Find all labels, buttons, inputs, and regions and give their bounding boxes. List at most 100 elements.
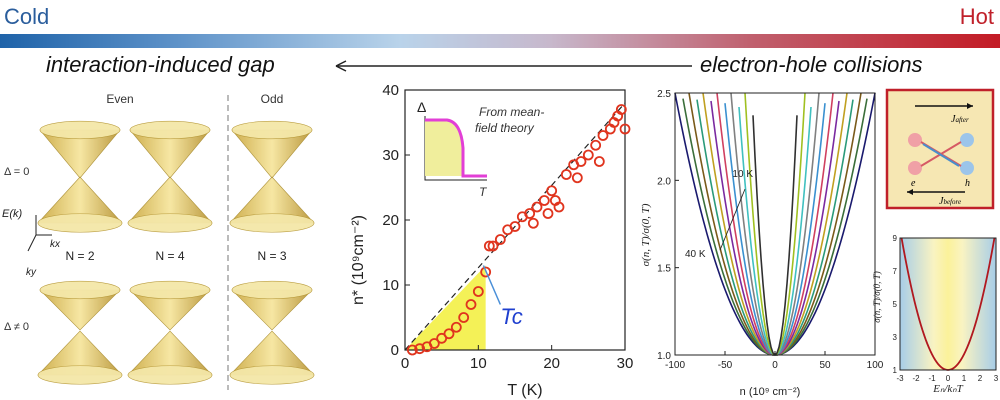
data-point: [443, 328, 455, 340]
electron-label: e: [911, 178, 916, 189]
delta-nonzero-label: Δ ≠ 0: [4, 321, 29, 333]
right-caption: electron-hole collisions: [700, 52, 923, 77]
data-point: [575, 156, 587, 167]
svg-text:kx: kx: [50, 239, 61, 250]
conductivity-curve: [752, 115, 798, 357]
data-point: [406, 344, 418, 356]
x-tick-label: 100: [867, 360, 884, 371]
data-point: [414, 343, 426, 355]
direction-arrow: [335, 60, 692, 72]
data-point: [582, 149, 594, 161]
conductivity-curve: [674, 92, 876, 356]
inset-ylabel: Δ: [417, 99, 426, 115]
delta-zero-label: Δ = 0: [4, 166, 29, 178]
inset-fill: [425, 120, 463, 176]
hot-label: Hot: [959, 4, 994, 29]
y-tick-label: 1: [893, 366, 898, 375]
x-tick-label: 0: [946, 374, 951, 383]
lower-cone-bottom-2-rim: [229, 365, 315, 385]
y-tick-label: 30: [382, 147, 399, 164]
data-point: [553, 201, 565, 213]
data-point: [458, 312, 470, 323]
tc-fill-region: [405, 265, 486, 350]
cone-drawings: [37, 120, 315, 385]
x-tick-label: 30: [617, 355, 634, 372]
collision-schematic: Jafter e h Jbefore: [885, 88, 995, 210]
tc-pointer: [482, 265, 502, 305]
svg-text:ky: ky: [26, 267, 37, 278]
n-label-3: N = 3: [257, 249, 286, 263]
conductivity-curve: [696, 99, 854, 356]
conductivity-curve: [682, 98, 868, 356]
cones-panel: Even Odd Δ = 0 Δ ≠ 0 E(k) kx ky N = 2 N …: [2, 92, 315, 390]
inset-xlabel: T: [479, 185, 488, 199]
data-point: [487, 240, 499, 252]
upper-cone-top-0-rim: [39, 120, 121, 140]
y-tick-label: 7: [893, 267, 898, 276]
x-tick-label: 1: [962, 374, 967, 383]
data-point: [619, 123, 631, 135]
data-point: [542, 208, 554, 219]
label-40K: 40 K: [685, 249, 706, 260]
x-tick-label: 0: [772, 360, 778, 371]
x-tick-label: 10: [470, 355, 487, 372]
data-point: [524, 208, 536, 219]
x-tick-label: 2: [978, 374, 983, 383]
j-after-label: Jafter: [951, 114, 969, 125]
upper-cone-bottom-1-rim: [129, 280, 211, 300]
axis-E-label: E(k): [2, 208, 23, 220]
x-tick-label: -50: [718, 360, 733, 371]
data-point: [465, 299, 477, 310]
y-tick-label: 2.5: [657, 89, 671, 100]
cond-xlabel: n (10⁹ cm⁻²): [740, 386, 801, 398]
y-tick-label: 20: [382, 212, 399, 229]
even-header: Even: [106, 92, 133, 106]
svg-text:E(k): E(k): [2, 208, 23, 220]
y-tick-label: 0: [391, 342, 399, 359]
x-tick-label: -3: [896, 374, 904, 383]
data-point: [483, 240, 495, 252]
data-point: [546, 185, 558, 197]
hole-label: h: [965, 178, 970, 189]
inset-text-2: field theory: [475, 121, 535, 135]
inset: Δ From mean-field theory T: [417, 99, 544, 199]
data-point: [527, 217, 539, 229]
scaled-xlabel: Eₙ/kₙT: [932, 383, 963, 395]
data-point: [428, 338, 440, 349]
data-point: [480, 266, 492, 278]
lower-cone-top-2-rim: [229, 213, 315, 233]
data-point: [560, 169, 572, 180]
x-tick-label: -1: [928, 374, 936, 383]
y-tick-label: 5: [893, 300, 898, 309]
j-before-label: Jbefore: [939, 196, 961, 207]
y-tick-label: 1.5: [657, 264, 671, 275]
inset-text-1: From mean-: [479, 105, 544, 119]
label-10K: 10 K: [732, 169, 753, 180]
nstar-ylabel: n* (10⁹cm⁻²): [350, 215, 367, 305]
x-tick-label: 3: [994, 374, 999, 383]
y-tick-label: 9: [893, 234, 898, 243]
conductivity-curve: [710, 100, 840, 356]
n-label-2: N = 4: [155, 249, 184, 263]
n-label-1: N = 2: [65, 249, 94, 263]
upper-cone-top-2-rim: [231, 120, 313, 140]
scaled-chart: -3 -2 -1 0 1 2 3 1 3 5 7 9 Eₙ/kₙT σ(n, T)/σ(0, T): [872, 234, 999, 395]
x-tick-label: -2: [912, 374, 920, 383]
lower-cone-bottom-0-rim: [37, 365, 123, 385]
data-point: [571, 172, 583, 184]
axes-glyph: [27, 215, 52, 252]
y-tick-label: 1.0: [657, 351, 671, 362]
temperature-gradient-bar: [0, 34, 1000, 48]
data-point: [593, 156, 605, 167]
scaled-ylabel: σ(n, T)/σ(0, T): [872, 271, 882, 322]
x-tick-label: 0: [401, 355, 409, 372]
y-tick-label: 10: [382, 277, 399, 294]
tc-annotation: Tc: [500, 304, 522, 329]
x-tick-label: 50: [819, 360, 831, 371]
data-point: [450, 321, 462, 333]
left-caption: interaction-induced gap: [46, 52, 275, 77]
data-point: [472, 286, 484, 297]
conductivity-chart: -100 -50 0 50 100 1.0 1.5 2.0 2.5 10 K 40 K n (10⁹…: [640, 89, 884, 398]
cond-ylabel: σ(n, T)/σ(0, T): [640, 203, 652, 266]
y-tick-label: 40: [382, 82, 399, 99]
